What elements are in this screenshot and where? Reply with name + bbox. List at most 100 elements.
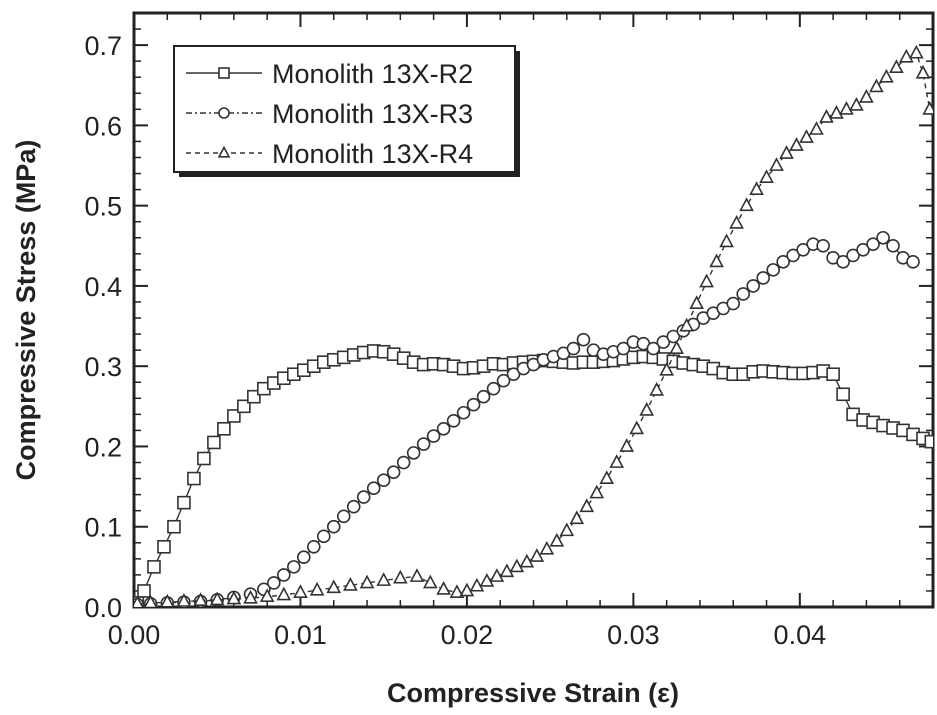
data-point-triangle [859,88,874,103]
data-point-circle [776,255,790,269]
data-point-triangle [769,157,784,171]
data-point-square [157,539,171,554]
data-point-circle [366,481,381,496]
data-point-triangle [176,593,192,607]
data-point-triangle [469,577,485,592]
data-point-triangle [293,584,308,598]
data-point-triangle [879,68,894,83]
data-point-square [836,387,850,402]
data-point-circle [267,576,281,590]
data-point-triangle [639,402,655,416]
data-point-circle [726,296,741,311]
data-point-triangle [599,470,615,484]
data-point-triangle [499,563,515,578]
data-point-circle [766,263,781,277]
series-triangle [134,44,933,607]
data-point-triangle [699,273,714,288]
data-point-square [247,389,261,404]
data-point-triangle [193,592,208,606]
data-point-triangle [759,169,774,183]
legend-box [173,45,516,173]
legend-label: Monolith 13X-R3 [272,99,473,129]
x-axis-title: Compressive Strain (ε) [387,678,679,708]
legend-marker-circle [218,107,230,119]
data-point-triangle [489,568,505,582]
data-point-triangle [436,581,451,595]
data-point-triangle [829,105,844,119]
data-point-circle [336,509,351,524]
x-tick-label: 0.04 [774,620,827,650]
data-point-triangle [629,420,645,435]
y-tick-label: 0.5 [84,192,122,222]
data-point-circle [456,405,471,420]
data-point-circle [836,255,850,269]
data-point-circle [496,373,511,388]
data-point-circle [316,529,331,544]
data-point-circle [436,421,451,436]
data-point-triangle [659,361,675,376]
data-point-circle [866,237,880,251]
data-point-triangle [899,48,914,63]
data-point-triangle [889,59,904,74]
data-point-circle [286,560,301,574]
legend-marker-triangle [217,145,231,158]
y-tick-label: 0.3 [84,352,122,382]
data-point-triangle [343,577,358,591]
data-point-circle [786,248,800,263]
legend-label: Monolith 13X-R2 [272,59,473,89]
data-point-triangle [729,215,744,229]
data-point-triangle [459,582,475,597]
data-point-circle [656,335,671,349]
data-point-triangle [409,568,425,582]
data-point-square [167,519,181,534]
series-line [137,236,914,606]
y-tick-label: 0.1 [84,513,122,543]
data-point-triangle [449,584,465,598]
data-point-circle [746,279,761,293]
data-point-circle [576,332,591,347]
y-tick-label: 0.7 [84,31,122,61]
data-point-triangle [579,498,595,513]
data-point-circle [326,519,341,534]
data-point-triangle [259,588,275,602]
data-point-triangle [359,574,375,589]
data-point-square [217,421,231,436]
x-tick-label: 0.01 [274,620,327,650]
y-tick-label: 0.4 [84,272,122,302]
legend: Monolith 13X-R2 Monolith 13X-R3 Monolith 1… [173,45,520,177]
data-point-triangle [689,295,704,309]
data-point-square [924,434,933,449]
data-point-triangle [819,109,834,123]
data-point-triangle [809,121,824,135]
data-point-circle [886,238,900,253]
data-point-circle [486,381,501,396]
y-axis-title: Compressive Stress (MPa) [11,140,41,481]
data-point-circle [346,499,361,514]
data-point-triangle [134,595,144,607]
data-point-circle [846,248,860,263]
data-point-circle [466,397,481,412]
data-point-triangle [569,510,585,525]
data-point-triangle [649,381,665,396]
data-point-square [187,471,201,486]
data-point-triangle [609,454,625,468]
data-point-circle [506,367,521,382]
data-point-circle [277,568,291,582]
legend-label: Monolith 13X-R4 [272,139,473,169]
data-point-circle [796,242,810,257]
data-point-triangle [226,590,242,605]
x-tick-label: 0.02 [441,620,494,650]
data-point-triangle [619,438,635,452]
data-point-triangle [589,484,605,499]
data-point-circle [306,539,321,554]
data-point-circle [566,341,581,356]
data-point-circle [666,329,681,344]
data-point-triangle [749,181,764,196]
data-point-triangle [709,253,724,268]
data-point-triangle [422,574,438,589]
data-point-circle [426,429,441,443]
series-line [136,350,932,604]
data-point-triangle [509,558,525,573]
data-point-triangle [479,573,495,587]
data-point-circle [356,490,371,504]
